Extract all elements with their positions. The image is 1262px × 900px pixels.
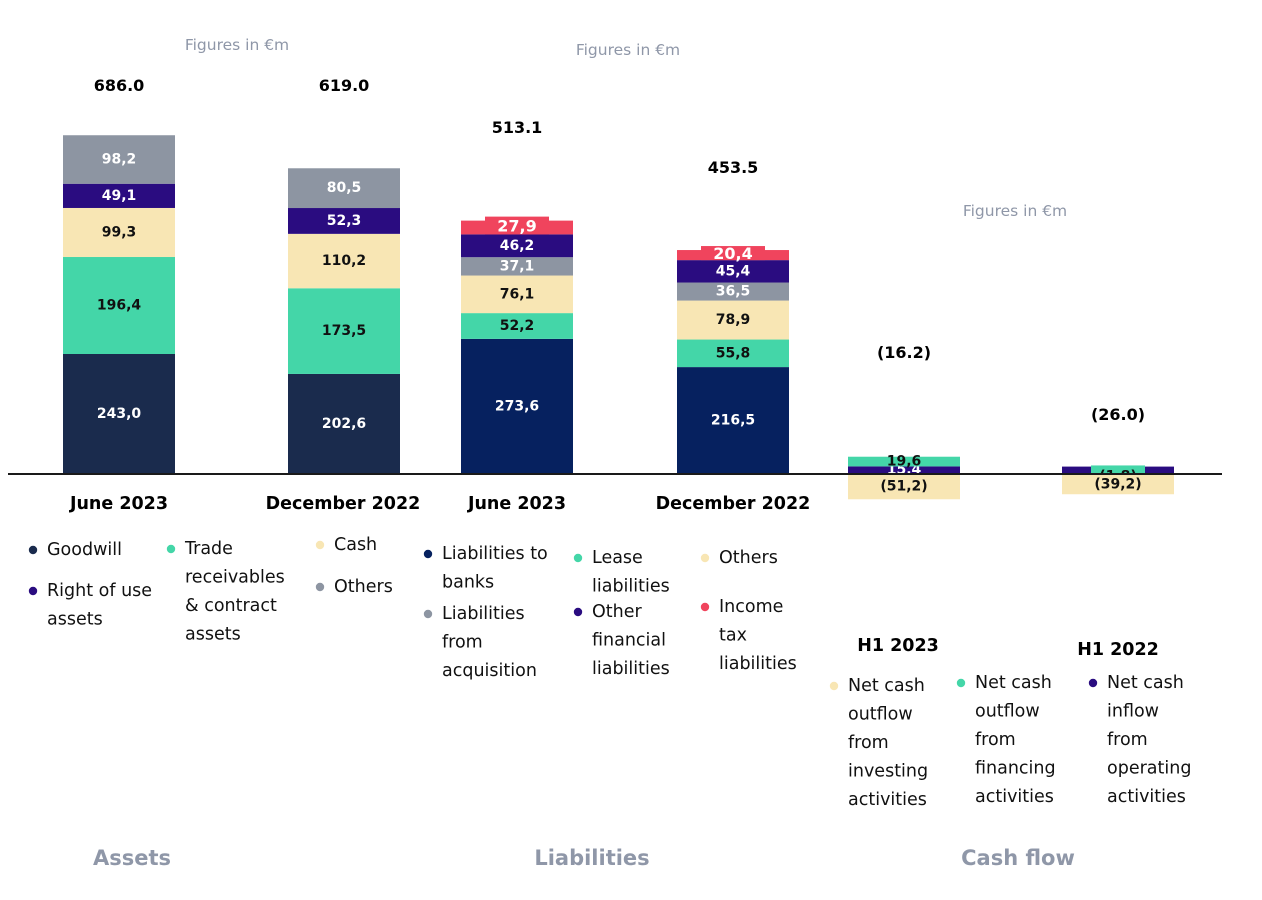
legend-label-goodwill: Goodwill — [47, 540, 122, 560]
bar-value-label: 243,0 — [97, 406, 142, 422]
legend-marker-lease-liabilities — [573, 553, 583, 563]
bar-total-label: 619.0 — [319, 76, 370, 95]
bar-segment-other-financial-liabilities — [461, 234, 573, 258]
category-label: June 2023 — [69, 494, 168, 514]
bar-value-label: 99,3 — [102, 224, 137, 240]
bar-segment-trade-receivables-contract-assets — [288, 288, 400, 374]
bar-value-label: 52,2 — [500, 318, 535, 334]
bar-total-label: (26.0) — [1091, 405, 1145, 424]
bar-segment-right-of-use-assets — [288, 208, 400, 234]
section-title: Liabilities — [534, 846, 649, 870]
legend-marker-income-tax-liabilities — [700, 602, 710, 612]
bar-value-label: 76,1 — [500, 286, 535, 302]
legend-marker-other-financial-liabilities — [573, 607, 583, 617]
legend-label-others: Others — [719, 548, 778, 568]
bar-value-label: 36,5 — [716, 284, 751, 300]
bar-segment-others — [63, 135, 175, 184]
legend-label-income-tax-liabilities: Income tax liabilities — [719, 597, 797, 674]
legend-marker-others — [700, 553, 710, 563]
bar-label-box — [701, 246, 765, 261]
bar-segment-others — [461, 275, 573, 314]
bar-segment-lease-liabilities — [461, 313, 573, 339]
category-label: December 2022 — [656, 494, 811, 514]
legend-marker-trade-receivables-contract-assets — [166, 544, 176, 554]
bar-segment-liabilities-to-banks — [677, 367, 789, 474]
legend-label-liabilities-from-acquisition: Liabilities from acquisition — [442, 604, 537, 681]
section-title: Assets — [93, 846, 171, 870]
bar-value-label: 27,9 — [497, 216, 536, 235]
legend-marker-net-cash-outflow-from-investing-activities — [829, 681, 839, 691]
bar-value-label: 202,6 — [322, 416, 366, 432]
bar-segment-goodwill — [63, 354, 175, 474]
bar-value-label: (51,2) — [880, 479, 927, 495]
legend-label-other-financial-liabilities: Other financial liabilities — [592, 602, 670, 679]
legend-label-trade-receivables-contract-assets: Trade receivables & contract assets — [184, 539, 285, 645]
bar-value-label: 216,5 — [711, 413, 755, 429]
bar-total-label: (16.2) — [877, 343, 931, 362]
bar-value-label: 52,3 — [327, 213, 362, 229]
bar-segment-cash — [288, 233, 400, 289]
bar-value-label: 37,1 — [500, 258, 535, 274]
bar-value-label: 46,2 — [500, 238, 535, 254]
category-label: H1 2022 — [1077, 640, 1159, 660]
bar-segment-liabilities-from-acquisition — [461, 257, 573, 276]
legend-marker-goodwill — [28, 545, 38, 555]
legend-marker-cash — [315, 540, 325, 550]
bar-total-label: 513.1 — [492, 118, 543, 137]
bar-segment-others — [288, 168, 400, 209]
figures-note: Figures in €m — [576, 41, 680, 59]
bar-segment-lease-liabilities — [677, 339, 789, 368]
bar-segment-trade-receivables-contract-assets — [63, 257, 175, 354]
bar-total-label: 453.5 — [708, 158, 759, 177]
legend-label-net-cash-outflow-from-financing-activities: Net cash outflow from financing activities — [975, 673, 1056, 807]
legend-label-lease-liabilities: Lease liabilities — [592, 548, 670, 597]
figures-note: Figures in €m — [963, 202, 1067, 220]
bar-segment-liabilities-from-acquisition — [677, 282, 789, 301]
bar-segment-right-of-use-assets — [63, 183, 175, 208]
legend-label-right-of-use-assets: Right of use assets — [47, 581, 152, 630]
bar-total-label: 686.0 — [94, 76, 145, 95]
bar-segment-net-cash-inflow-from-operating-activities — [848, 466, 960, 474]
bar-label-box — [485, 216, 549, 235]
bar-segment-net-cash-outflow-from-investing-activities — [1062, 474, 1174, 495]
bar-value-label: 273,6 — [495, 398, 539, 414]
legend-label-others: Others — [334, 577, 393, 597]
bar-segment-others — [677, 300, 789, 340]
bar-value-label: 55,8 — [716, 345, 751, 361]
legend-marker-right-of-use-assets — [28, 586, 38, 596]
legend-label-liabilities-to-banks: Liabilities to banks — [442, 544, 548, 593]
bar-value-label: 78,9 — [716, 312, 751, 328]
bar-value-label: 20,4 — [713, 244, 752, 263]
category-label: June 2023 — [467, 494, 566, 514]
bar-value-label: 45,4 — [716, 263, 751, 279]
bar-segment-other-financial-liabilities — [677, 260, 789, 283]
bar-value-label: 49,1 — [102, 188, 137, 204]
figures-note: Figures in €m — [185, 36, 289, 54]
bar-value-label: (39,2) — [1094, 477, 1141, 493]
bar-value-label: 173,5 — [322, 323, 366, 339]
bar-segment-cash — [63, 207, 175, 258]
legend-marker-net-cash-inflow-from-operating-activities — [1088, 678, 1098, 688]
bar-value-label: 19,6 — [887, 454, 922, 470]
legend-marker-liabilities-to-banks — [423, 549, 433, 559]
bar-segment-net-cash-outflow-from-financing-activities — [848, 456, 960, 467]
legend-marker-net-cash-outflow-from-financing-activities — [956, 678, 966, 688]
bar-segment-liabilities-to-banks — [461, 338, 573, 474]
legend-label-cash: Cash — [334, 535, 377, 555]
bar-segment-net-cash-outflow-from-investing-activities — [848, 474, 960, 500]
legend-marker-liabilities-from-acquisition — [423, 609, 433, 619]
bar-segment-goodwill — [288, 373, 400, 474]
legend-label-net-cash-inflow-from-operating-activities: Net cash inflow from operating activities — [1107, 673, 1191, 807]
bar-value-label: 110,2 — [322, 253, 366, 269]
bar-value-label: 98,2 — [102, 151, 137, 167]
category-label: H1 2023 — [857, 636, 939, 656]
category-label: December 2022 — [266, 494, 421, 514]
legend-label-net-cash-outflow-from-investing-activities: Net cash outflow from investing activities — [848, 676, 928, 810]
section-title: Cash flow — [961, 846, 1075, 870]
legend-marker-others — [315, 582, 325, 592]
bar-value-label: 80,5 — [327, 180, 362, 196]
bar-value-label: 196,4 — [97, 298, 142, 314]
